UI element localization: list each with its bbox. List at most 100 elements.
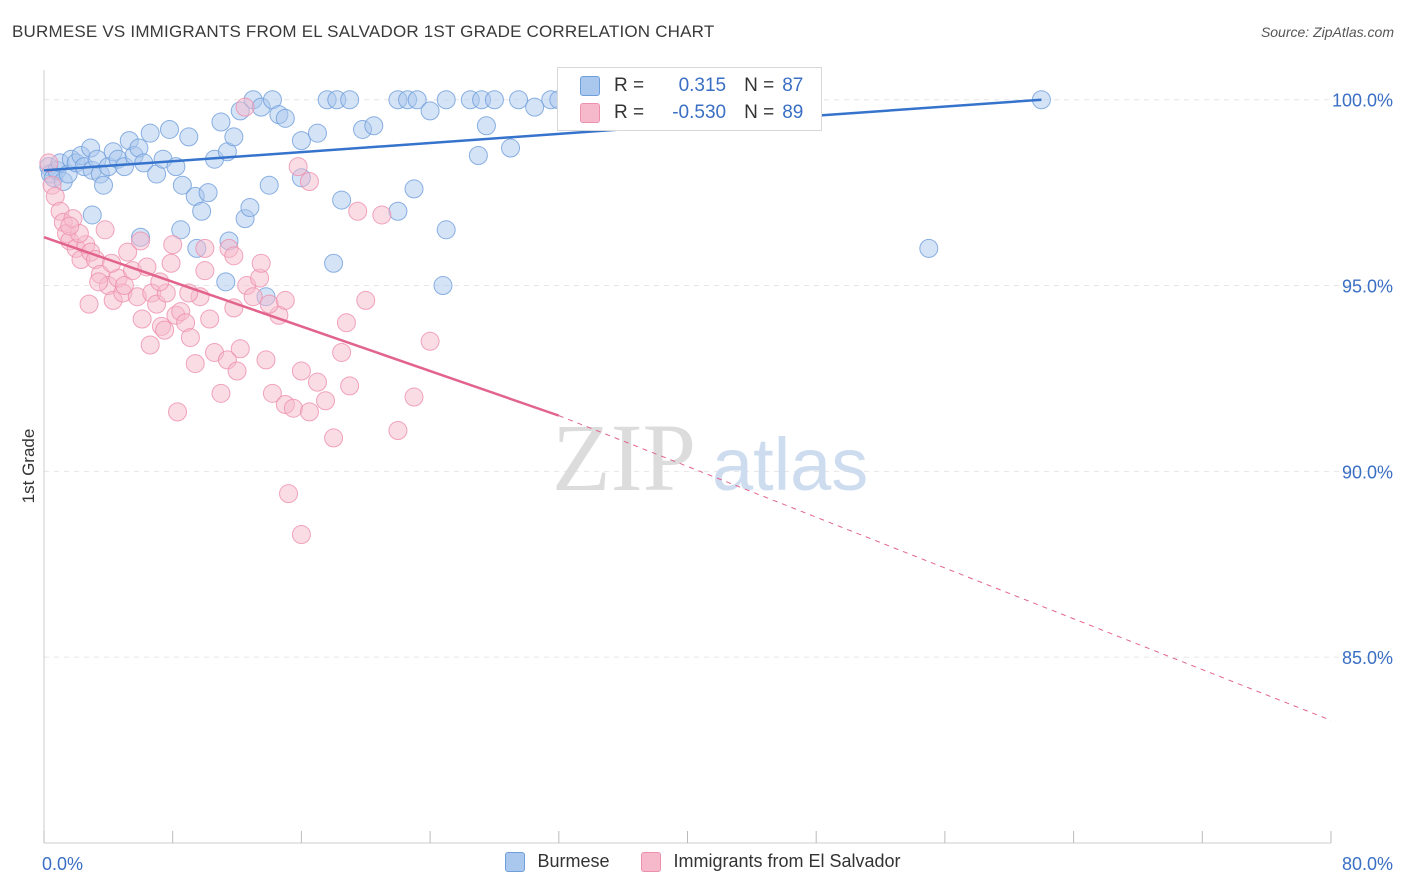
n-value: 87 [782,75,804,96]
salvador-point [60,216,80,236]
burmese-point [159,119,179,139]
r-label: R = [614,102,645,123]
salvador-point [299,402,319,422]
data-points [39,90,1051,545]
salvador-point [114,276,134,296]
burmese-swatch [580,76,600,96]
salvador-point [372,205,392,225]
legend-item-burmese[interactable]: Burmese [505,851,609,872]
burmese-point [476,116,496,136]
legend-item-salvador[interactable]: Immigrants from El Salvador [641,851,901,872]
salvador-point [155,320,175,340]
burmese-point [192,201,212,221]
burmese-point [82,205,102,225]
r-label: R = [614,75,645,96]
burmese-point [211,112,231,132]
burmese-point [388,201,408,221]
burmese-point [407,90,427,110]
burmese-point [364,116,384,136]
n-value: 89 [782,102,804,123]
salvador-point [275,290,295,310]
salvador-point [195,261,215,281]
salvador-point [316,391,336,411]
salvador-point [131,231,151,251]
burmese-point [436,220,456,240]
watermark: ZIP atlas [552,404,868,511]
salvador-point [95,220,115,240]
salvador-point [336,313,356,333]
salvador-point [39,153,59,173]
salvador-point [168,402,188,422]
salvador-point [256,350,276,370]
burmese-point [525,97,545,117]
burmese-point [140,123,160,143]
legend-row-salvador: R = -0.530 N = 89 [580,100,803,126]
burmese-point [509,90,529,110]
y-tick-label: 90.0% [1342,462,1393,482]
legend-row-burmese: R = 0.315 N = 87 [580,73,803,99]
burmese-point [172,175,192,195]
salvador-point [356,290,376,310]
y-tick-label: 85.0% [1342,648,1393,668]
burmese-point [179,127,199,147]
y-tick-label: 95.0% [1342,277,1393,297]
salvador-point [324,428,344,448]
axes [43,70,1332,844]
burmese-point [484,90,504,110]
salvador-point [404,387,424,407]
burmese-point [404,179,424,199]
legend-label: Immigrants from El Salvador [673,851,901,871]
burmese-point [340,90,360,110]
salvador-point [79,294,99,314]
salvador-point [251,253,271,273]
burmese-point [919,238,939,258]
burmese-point [436,90,456,110]
burmese-point [307,123,327,143]
salvador-point [332,342,352,362]
burmese-point [94,175,114,195]
salvador-point [224,246,244,266]
salvador-point [200,309,220,329]
salvador-point [340,376,360,396]
burmese-point [501,138,521,158]
salvador-point [235,97,255,117]
burmese-point [332,190,352,210]
burmese-point [468,145,488,165]
source-label: Source: ZipAtlas.com [1260,24,1394,40]
salvador-point [195,238,215,258]
salvador-point [283,398,303,418]
salvador-point [259,294,279,314]
salvador-swatch [641,851,662,872]
series-legend: Burmese Immigrants from El Salvador [0,851,1406,872]
burmese-point [275,108,295,128]
watermark-atlas: atlas [712,423,868,506]
salvador-point [185,354,205,374]
x-tick-label: 80.0% [1342,854,1393,874]
salvador-point [279,484,299,504]
n-label: N = [744,75,775,96]
burmese-point [324,253,344,273]
salvador-point [299,171,319,191]
r-value: 0.315 [678,75,727,96]
burmese-point [240,198,260,218]
trend-lines [43,98,1332,721]
salvador-point [132,309,152,329]
burmese-point [420,101,440,121]
y-tick-label: 100.0% [1332,91,1393,111]
burmese-point [198,183,218,203]
salvador-point [140,335,160,355]
burmese-point [216,272,236,292]
burmese-point [259,175,279,195]
x-tick-label: 0.0% [42,854,83,874]
salvador-point [420,331,440,351]
salvador-point [161,253,181,273]
burmese-point [224,127,244,147]
y-axis-label: 1st Grade [19,429,38,504]
chart-title: BURMESE VS IMMIGRANTS FROM EL SALVADOR 1… [12,22,715,41]
salvador-swatch [580,103,600,123]
salvador-point [211,383,231,403]
salvador-point [118,242,138,262]
salvador-point [150,272,170,292]
burmese-trend-line [43,98,1042,172]
